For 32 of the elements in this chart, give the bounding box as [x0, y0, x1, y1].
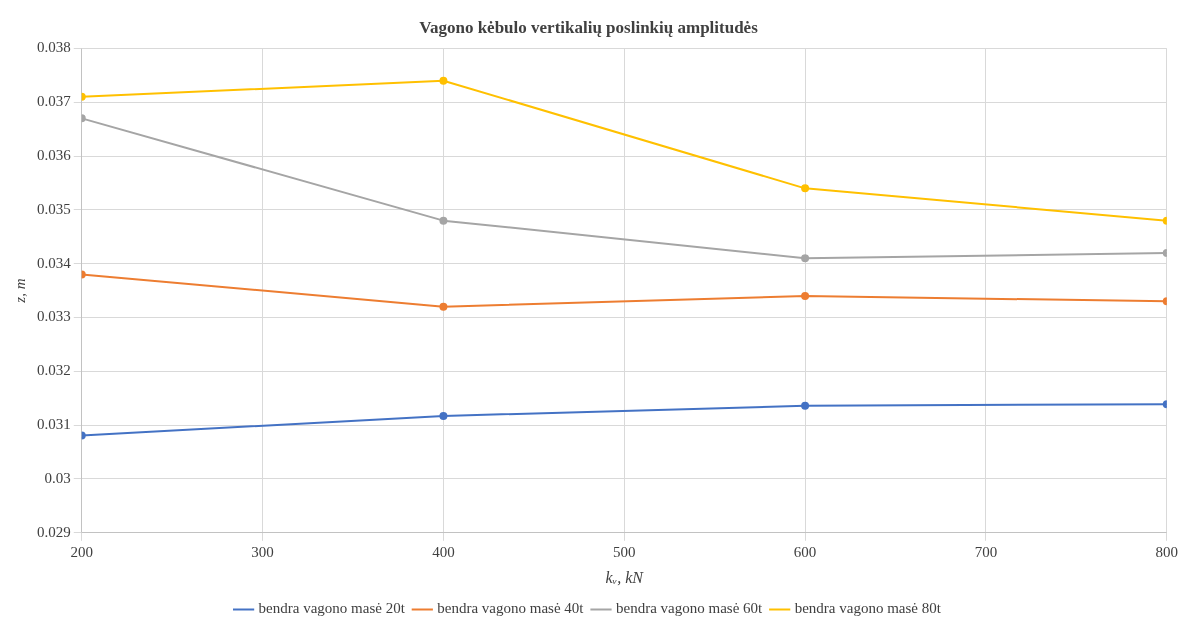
x-tick-label: 500: [613, 543, 636, 560]
point: [439, 412, 448, 421]
y-tick-label: 0.031: [37, 416, 71, 433]
legend-label: bendra vagono masė 80t: [794, 600, 942, 617]
y-axis-title: z, m: [11, 278, 28, 304]
y-tick-label: 0.035: [37, 200, 71, 217]
x-tick-label: 700: [974, 543, 998, 560]
x-tick-label: 300: [251, 543, 274, 560]
x-tick-label: 600: [793, 543, 817, 560]
x-tick-label: 200: [70, 543, 93, 560]
y-tick-label: 0.036: [37, 146, 72, 163]
point: [801, 291, 810, 300]
x-tick-label: 400: [432, 543, 455, 560]
y-tick-label: 0.033: [37, 308, 71, 325]
point: [439, 216, 448, 225]
point: [801, 401, 810, 410]
point: [801, 184, 810, 193]
point: [801, 254, 810, 263]
x-tick-label: 800: [1155, 543, 1178, 560]
y-tick-label: 0.038: [37, 39, 71, 56]
point: [439, 302, 448, 311]
legend-label: bendra vagono masė 60t: [616, 600, 764, 617]
y-tick-label: 0.034: [37, 254, 72, 271]
x-axis-title: kᵥ, kN: [605, 568, 645, 586]
legend-label: bendra vagono masė 20t: [258, 600, 406, 617]
legend-label: bendra vagono masė 40t: [437, 600, 585, 617]
chart-title: Vagono kėbulo vertikalių poslinkių amplitudės: [419, 17, 759, 37]
point: [439, 76, 448, 85]
y-tick-label: 0.032: [37, 362, 71, 379]
y-tick-label: 0.037: [37, 93, 72, 110]
y-tick-label: 0.029: [37, 523, 71, 540]
y-tick-label: 0.03: [44, 469, 71, 486]
